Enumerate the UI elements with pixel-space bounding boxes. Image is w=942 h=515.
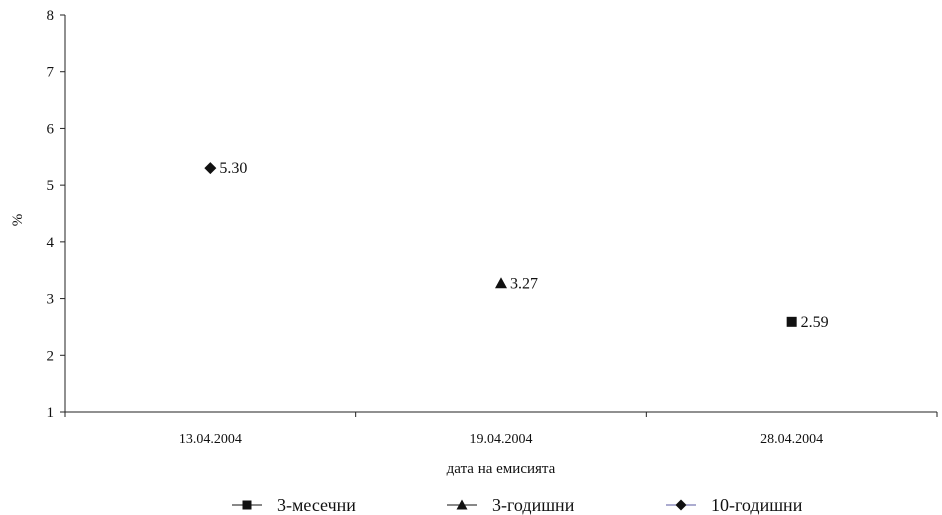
data-points: 2.59 3.27 5.30 (204, 160, 829, 331)
data-point-triangle (495, 277, 507, 289)
data-label: 2.59 (801, 314, 829, 331)
legend-label: 3-годишни (492, 495, 575, 515)
x-axis-ticks: 13.04.2004 19.04.2004 28.04.2004 (64, 412, 938, 447)
y-axis-ticks: 1 2 3 4 5 6 7 8 (47, 8, 65, 421)
y-tick-label: 2 (47, 348, 55, 364)
legend: 3-месечни 3-годишни 10-годишни (232, 495, 803, 515)
x-axis-title: дата на емисията (447, 461, 556, 477)
data-point-diamond (204, 162, 217, 175)
legend-marker-triangle (456, 499, 468, 510)
y-tick-label: 7 (47, 65, 55, 81)
y-tick-label: 8 (47, 8, 55, 24)
legend-label: 10-годишни (711, 495, 803, 515)
x-tick-label: 28.04.2004 (760, 432, 823, 447)
y-tick-label: 6 (47, 121, 55, 137)
x-tick-label: 13.04.2004 (179, 432, 242, 447)
legend-label: 3-месечни (277, 495, 356, 515)
data-point-square (786, 316, 797, 327)
y-tick-label: 5 (47, 178, 55, 194)
legend-marker-diamond (675, 499, 687, 511)
y-tick-label: 1 (47, 405, 55, 421)
y-axis-title: % (10, 214, 26, 227)
y-tick-label: 3 (47, 292, 55, 308)
axes (64, 15, 937, 413)
data-label: 3.27 (510, 275, 538, 292)
x-tick-label: 19.04.2004 (470, 432, 533, 447)
legend-marker-square (242, 500, 252, 510)
y-tick-label: 4 (47, 235, 55, 251)
data-label: 5.30 (219, 160, 247, 177)
